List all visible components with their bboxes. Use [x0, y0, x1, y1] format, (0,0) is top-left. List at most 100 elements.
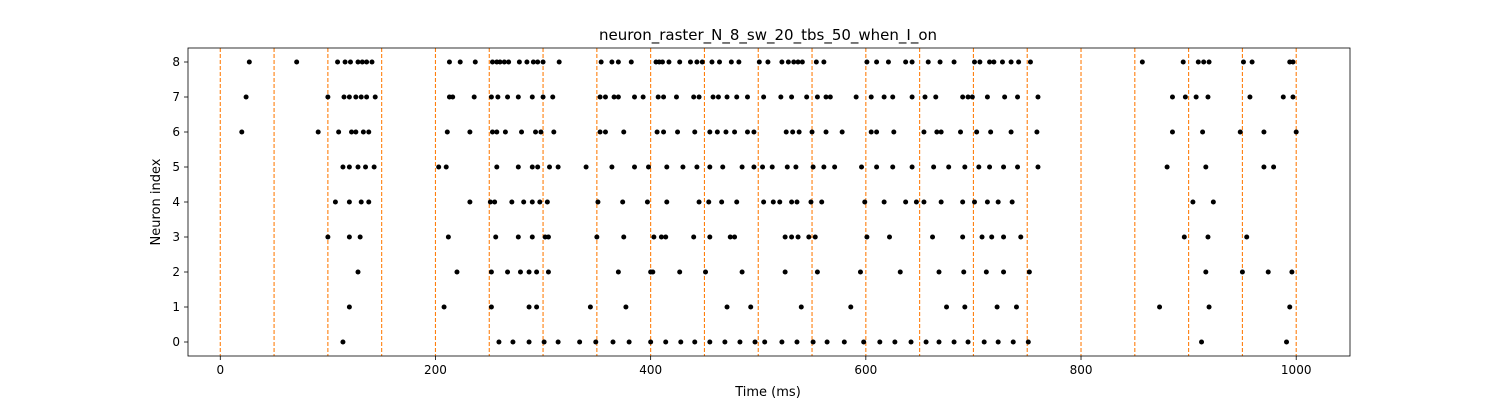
spike-point	[699, 59, 705, 65]
spike-point	[887, 234, 893, 240]
spike-point	[1240, 59, 1246, 65]
spike-point	[632, 94, 638, 100]
spike-point	[661, 94, 667, 100]
chart-title: neuron_raster_N_8_sw_20_tbs_50_when_I_on	[599, 26, 937, 45]
spike-point	[346, 94, 352, 100]
spike-point	[505, 94, 511, 100]
spike-point	[931, 164, 937, 170]
spike-point	[444, 129, 450, 135]
spike-point	[488, 269, 494, 275]
spike-point	[1008, 129, 1014, 135]
spike-point	[516, 59, 522, 65]
spike-point	[1203, 269, 1209, 275]
x-tick-label: 600	[854, 363, 877, 377]
spike-point	[467, 129, 473, 135]
spike-point	[494, 164, 500, 170]
spike-point	[577, 339, 583, 345]
spike-point	[621, 234, 627, 240]
spike-point	[810, 164, 816, 170]
spike-point	[761, 94, 767, 100]
spike-point	[366, 129, 372, 135]
spike-point	[821, 59, 827, 65]
spike-point	[868, 94, 874, 100]
spike-point	[336, 129, 342, 135]
spike-point	[922, 94, 928, 100]
spike-point	[925, 59, 931, 65]
spike-point	[615, 59, 621, 65]
spike-point	[342, 59, 348, 65]
spike-point	[556, 59, 562, 65]
spike-point	[654, 129, 660, 135]
spike-point	[488, 304, 494, 310]
spike-point	[709, 59, 715, 65]
spike-point	[862, 199, 868, 205]
spike-point	[355, 164, 361, 170]
spike-point	[663, 339, 669, 345]
spike-point	[765, 59, 771, 65]
spike-point	[1181, 234, 1187, 240]
spike-point	[1139, 59, 1145, 65]
y-tick-label: 5	[172, 160, 180, 174]
x-tick-label: 400	[639, 363, 662, 377]
spike-point	[651, 234, 657, 240]
spike-point	[535, 59, 541, 65]
spike-point	[363, 164, 369, 170]
spike-point	[346, 304, 352, 310]
spike-point	[587, 304, 593, 310]
spike-point	[1016, 59, 1022, 65]
spike-point	[881, 94, 887, 100]
spike-point	[736, 59, 742, 65]
spike-point	[640, 94, 646, 100]
spike-point	[991, 59, 997, 65]
spike-point	[1290, 94, 1296, 100]
spike-point	[645, 164, 651, 170]
spike-point	[864, 59, 870, 65]
spike-point	[1290, 59, 1296, 65]
spike-point	[877, 339, 883, 345]
spike-point	[823, 94, 829, 100]
spike-point	[1027, 59, 1033, 65]
spike-point	[692, 129, 698, 135]
spike-point	[364, 94, 370, 100]
spike-point	[1157, 304, 1163, 310]
spike-point	[891, 129, 897, 135]
spike-point	[492, 199, 498, 205]
spike-point	[1013, 304, 1019, 310]
spike-point	[551, 129, 557, 135]
spike-point	[555, 339, 561, 345]
spike-point	[994, 304, 1000, 310]
y-tick-label: 6	[172, 125, 180, 139]
spike-point	[626, 339, 632, 345]
spike-point	[372, 94, 378, 100]
y-tick-label: 8	[172, 55, 180, 69]
x-tick-label: 800	[1070, 363, 1093, 377]
spike-point	[1206, 304, 1212, 310]
spike-point	[744, 94, 750, 100]
spike-point	[727, 234, 733, 240]
spike-point	[890, 164, 896, 170]
spike-point	[782, 234, 788, 240]
spike-point	[673, 94, 679, 100]
spike-point	[890, 94, 896, 100]
spike-point	[722, 339, 728, 345]
spike-point	[951, 59, 957, 65]
spike-point	[526, 304, 532, 310]
spike-point	[540, 59, 546, 65]
spike-point	[1293, 129, 1299, 135]
spike-point	[794, 339, 800, 345]
spike-point	[445, 234, 451, 240]
spike-point	[489, 59, 495, 65]
spike-point	[962, 304, 968, 310]
spike-point	[691, 234, 697, 240]
spike-point	[1015, 164, 1021, 170]
spike-point	[724, 304, 730, 310]
x-tick-label: 1000	[1281, 363, 1312, 377]
spike-point	[804, 94, 810, 100]
spike-point	[526, 339, 532, 345]
spike-point	[717, 59, 723, 65]
spike-point	[648, 339, 654, 345]
spike-point	[897, 269, 903, 275]
spike-point	[1190, 199, 1196, 205]
spike-point	[793, 164, 799, 170]
spike-point	[795, 59, 801, 65]
